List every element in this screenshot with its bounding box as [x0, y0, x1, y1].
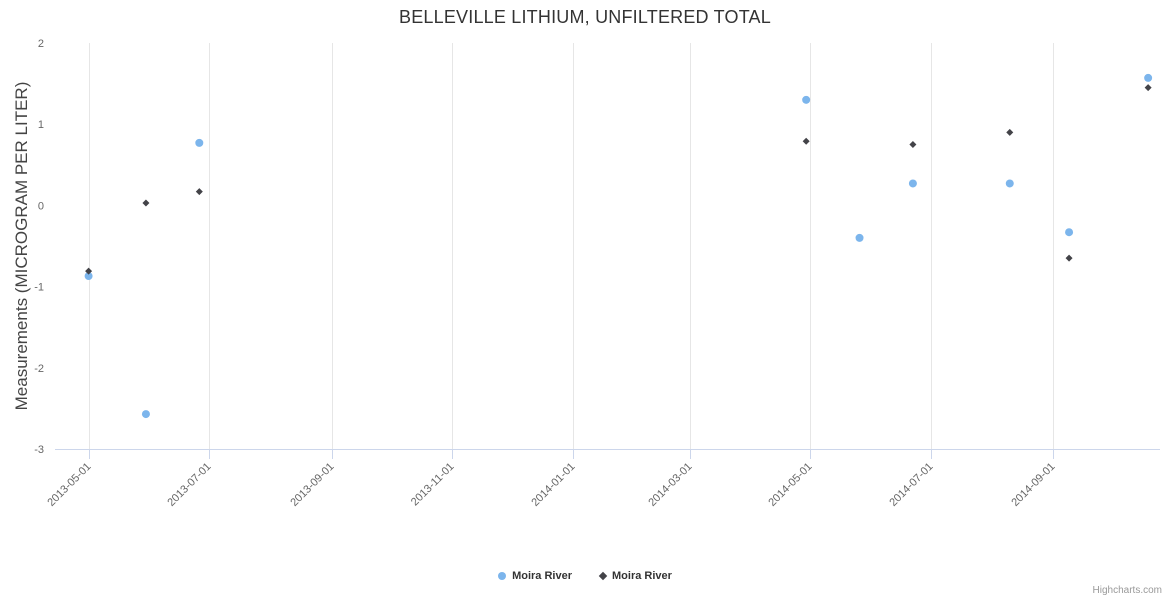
legend-item[interactable]: Moira River	[498, 570, 572, 582]
y-tick-label: 2	[38, 38, 44, 50]
x-tick-label: 2014-05-01	[766, 461, 814, 509]
data-point-circle[interactable]	[802, 95, 811, 104]
data-point-circle[interactable]	[141, 410, 150, 419]
x-tick-label: 2013-09-01	[288, 461, 336, 509]
x-tick-label: 2014-07-01	[887, 461, 935, 509]
data-point-diamond[interactable]	[195, 188, 203, 196]
data-point-circle[interactable]	[1065, 228, 1074, 237]
y-tick-label: -2	[34, 363, 44, 375]
x-tick-label: 2013-07-01	[165, 461, 213, 509]
data-point-diamond[interactable]	[85, 267, 93, 275]
data-point-circle[interactable]	[195, 138, 204, 147]
data-point-circle[interactable]	[908, 179, 917, 188]
data-point-diamond[interactable]	[1144, 84, 1152, 92]
data-point-circle[interactable]	[1144, 73, 1153, 82]
y-tick-label: -1	[34, 282, 44, 294]
y-tick-label: 1	[38, 119, 44, 131]
legend: Moira River Moira River	[0, 570, 1170, 582]
x-tick-label: 2013-05-01	[45, 461, 93, 509]
data-point-diamond[interactable]	[1006, 128, 1014, 136]
legend-circle-icon	[498, 572, 507, 580]
legend-diamond-icon	[598, 571, 608, 581]
legend-label: Moira River	[512, 570, 572, 582]
legend-label: Moira River	[612, 570, 672, 582]
x-tick-label: 2013-11-01	[409, 461, 457, 509]
data-point-diamond[interactable]	[909, 141, 917, 148]
data-point-circle[interactable]	[84, 272, 93, 281]
data-point-circle[interactable]	[855, 233, 864, 242]
data-point-diamond[interactable]	[142, 199, 150, 207]
credits-link[interactable]: Highcharts.com	[1092, 585, 1162, 596]
x-tick-label: 2014-03-01	[646, 461, 694, 509]
y-tick-label: 0	[38, 200, 44, 212]
data-point-diamond[interactable]	[802, 137, 810, 145]
chart-title: BELLEVILLE LITHIUM, UNFILTERED TOTAL	[399, 7, 771, 27]
y-tick-label: -3	[34, 444, 44, 456]
legend-item[interactable]: Moira River	[598, 570, 672, 582]
x-tick-label: 2014-09-01	[1009, 461, 1057, 509]
data-point-circle[interactable]	[1005, 179, 1014, 188]
x-tick-label: 2014-01-01	[529, 461, 577, 509]
data-point-diamond[interactable]	[1065, 254, 1073, 262]
